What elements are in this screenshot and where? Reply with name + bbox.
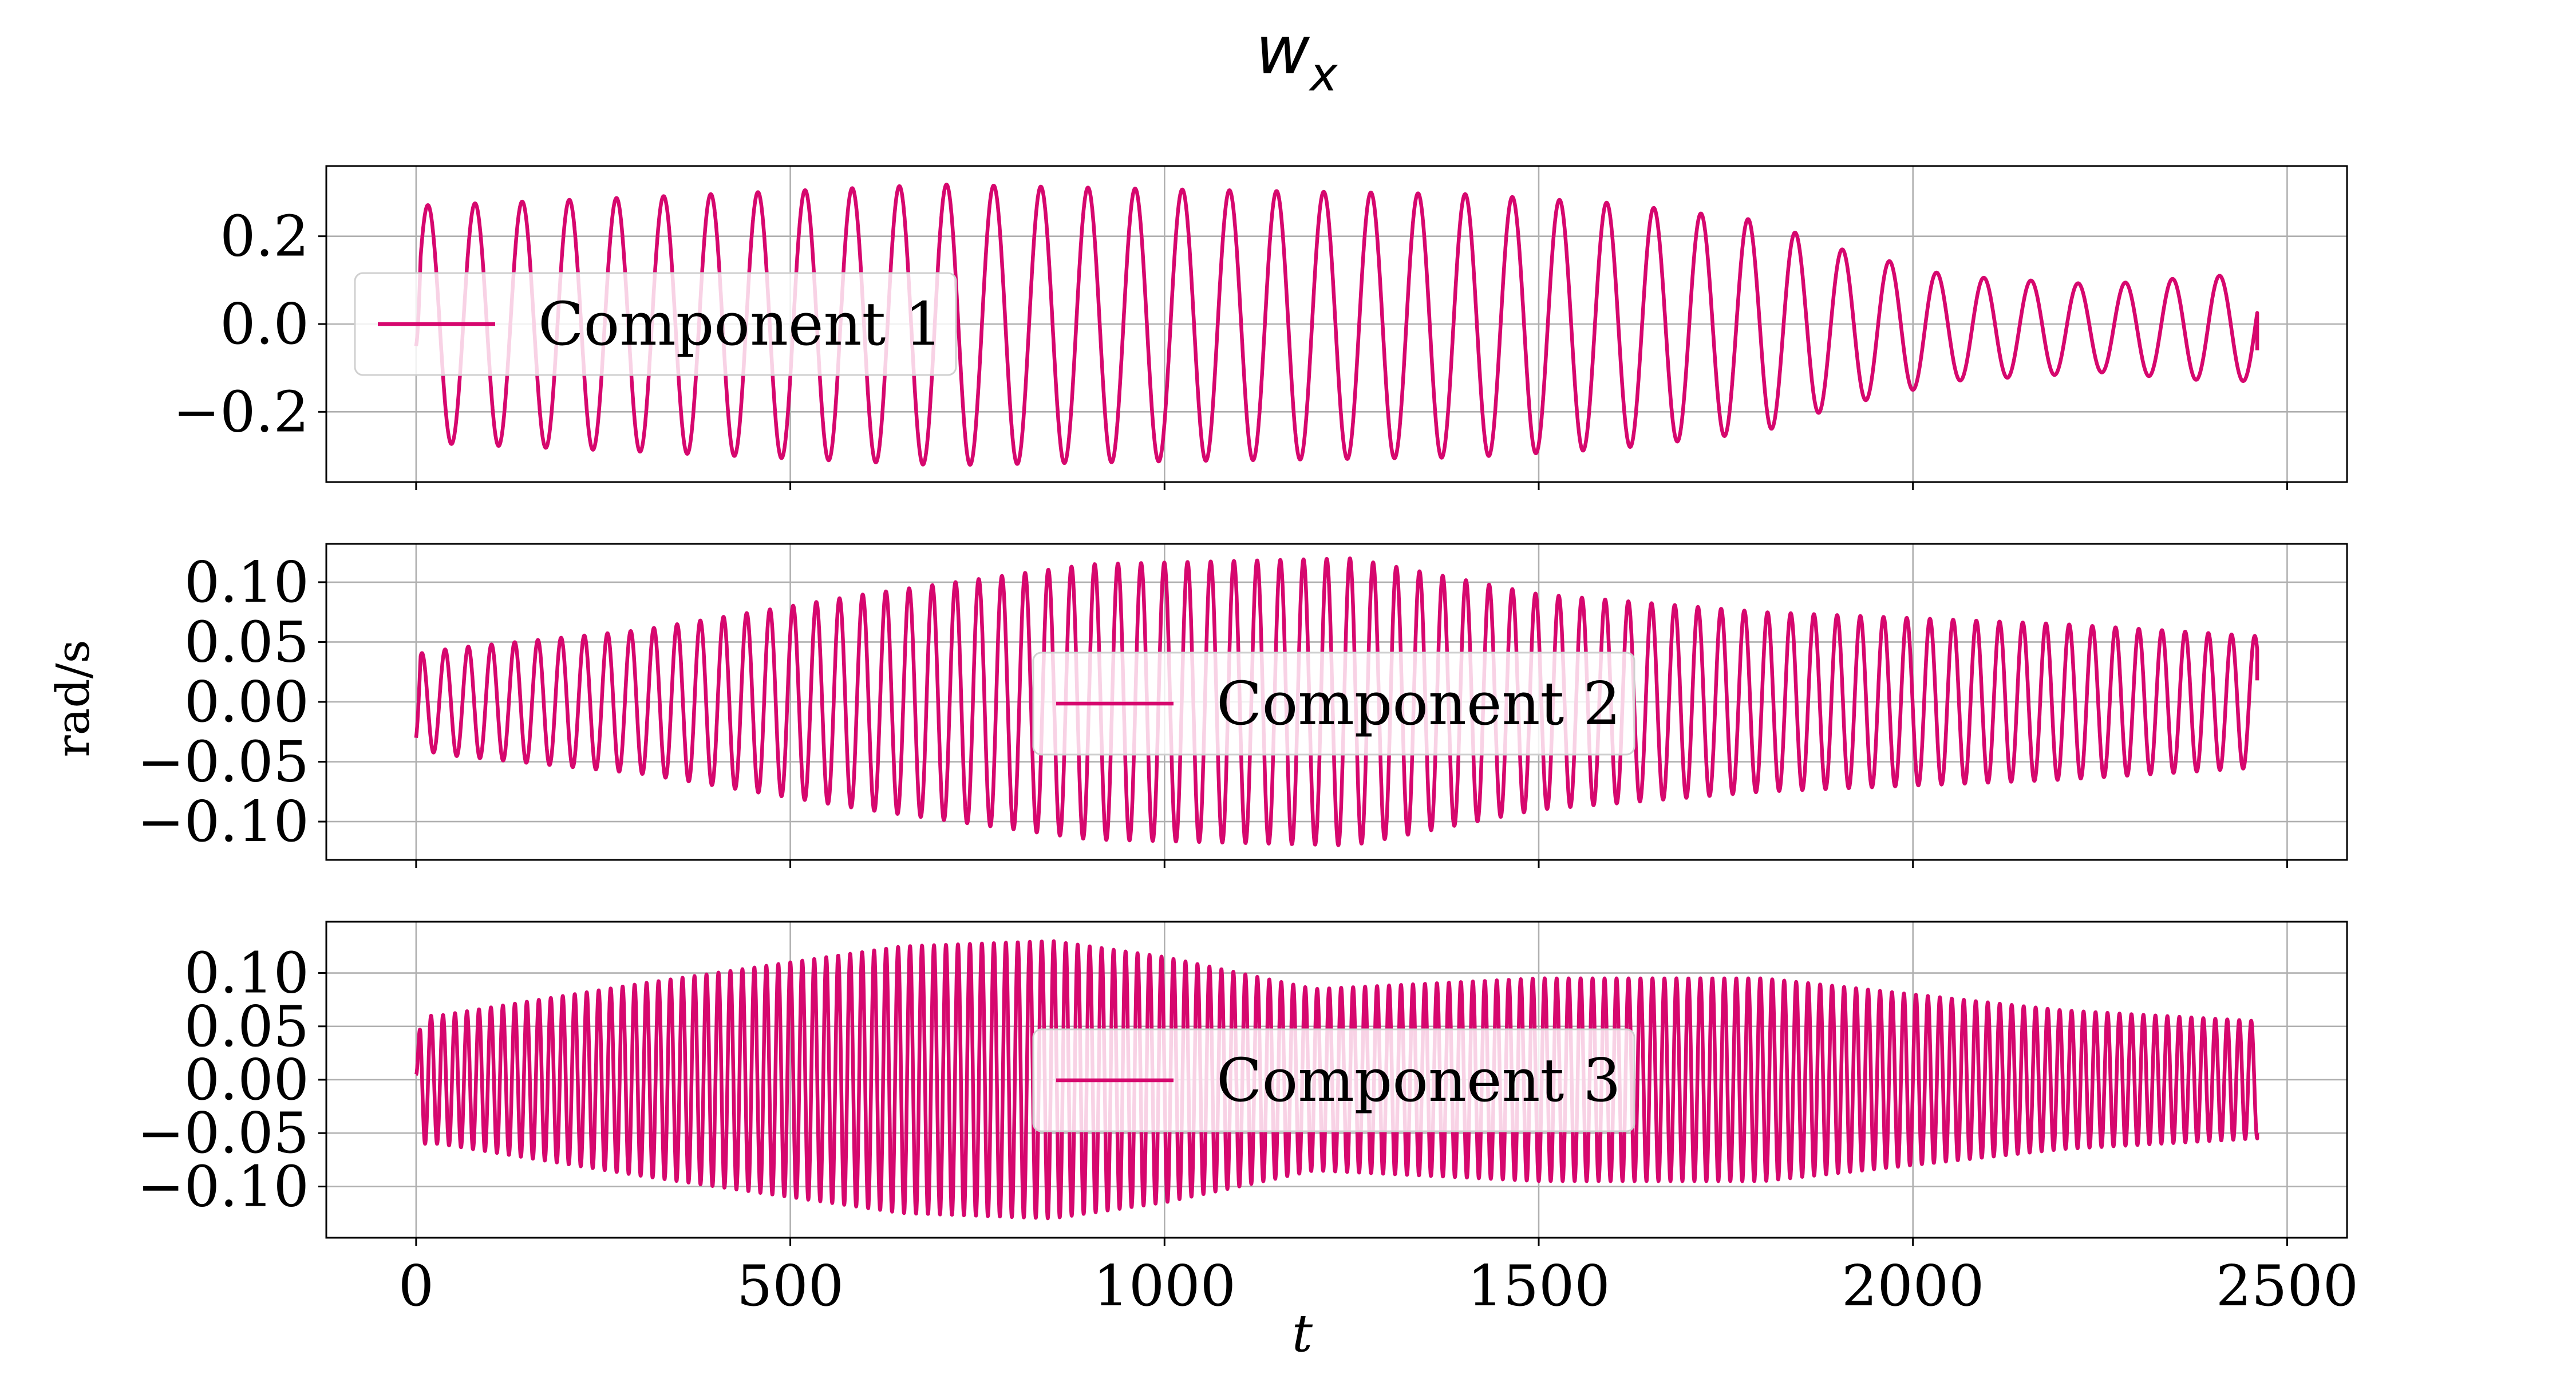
- x-tick-label: 1000: [1093, 1254, 1236, 1319]
- legend-box: [1032, 1028, 1635, 1132]
- y-axis-label: rad/s: [46, 639, 100, 757]
- y-tick-label: 0.00: [184, 1048, 309, 1113]
- subplot-1: −0.2 0.0 0.2 Component 1: [173, 165, 2348, 490]
- y-tick-label: 0.05: [184, 994, 309, 1060]
- legend: Component 3: [1032, 1028, 1635, 1132]
- title-main: w: [1255, 12, 1310, 89]
- x-tick-label: 2500: [2216, 1254, 2358, 1319]
- y-tick-label: −0.2: [173, 380, 309, 445]
- y-tick-label: 0.0: [220, 292, 309, 357]
- y-tick-label: −0.05: [137, 730, 309, 795]
- subplot-3: −0.10−0.050.000.050.10 0 500 1000 1500 2000 25…: [137, 921, 2358, 1319]
- y-tick-label: −0.05: [137, 1101, 309, 1166]
- x-tick-label: 500: [737, 1254, 844, 1319]
- legend: Component 2: [1032, 652, 1635, 756]
- legend-label: Component 2: [1216, 669, 1621, 739]
- figure-title: wx: [1255, 12, 1338, 102]
- y-tick-label: 0.10: [184, 941, 309, 1006]
- series-line-2: [414, 556, 2259, 847]
- series-line-3: [414, 939, 2259, 1221]
- legend-box: [354, 272, 957, 376]
- y-tick-label: −0.10: [137, 789, 309, 855]
- x-tick-label: 1500: [1467, 1254, 1610, 1319]
- grid: [326, 166, 2347, 482]
- legend-label: Component 1: [538, 289, 943, 359]
- x-tick-label: 2000: [1842, 1254, 1984, 1319]
- y-tick-label: −0.10: [137, 1154, 309, 1219]
- legend-box: [1032, 652, 1635, 756]
- title-subscript: x: [1308, 48, 1338, 102]
- legend-label: Component 3: [1216, 1045, 1621, 1115]
- y-tick-label: 0.00: [184, 670, 309, 735]
- x-axis-label: t: [1292, 1304, 1313, 1364]
- y-tick-label: 0.2: [220, 204, 309, 270]
- legend: Component 1: [354, 272, 957, 376]
- x-tick-label: 0: [398, 1254, 434, 1319]
- y-tick-label: 0.10: [184, 550, 309, 615]
- y-tick-label: 0.05: [184, 610, 309, 675]
- subplot-2: −0.10−0.050.000.050.10 Component 2: [137, 543, 2348, 868]
